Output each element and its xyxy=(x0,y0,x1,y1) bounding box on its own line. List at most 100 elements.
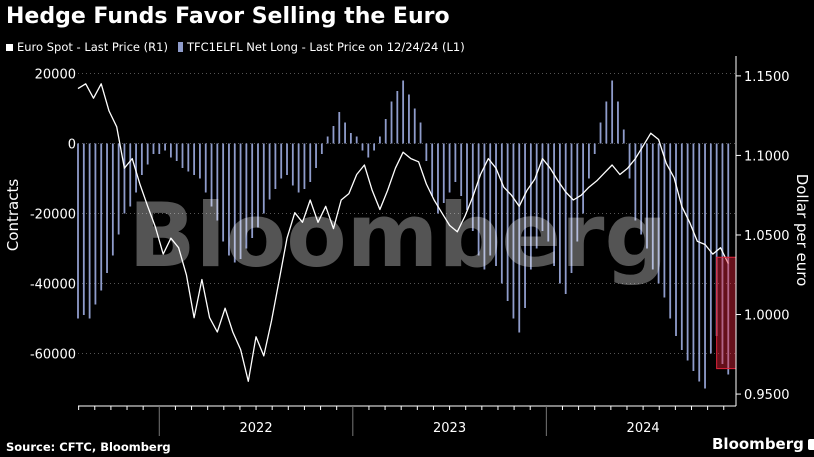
net-long-bar xyxy=(425,143,428,161)
axes xyxy=(78,56,737,407)
net-long-bar xyxy=(286,143,288,175)
net-long-bar xyxy=(709,143,712,354)
net-long-bar xyxy=(268,143,271,200)
net-long-bar xyxy=(466,143,468,210)
net-long-bar xyxy=(582,143,585,214)
legend-item-euro-spot: Euro Spot - Last Price (R1) xyxy=(6,40,168,54)
net-long-bar xyxy=(402,80,405,144)
net-long-bar xyxy=(611,80,614,144)
net-long-bar xyxy=(303,143,306,189)
net-long-bar xyxy=(210,143,213,207)
net-long-bar xyxy=(454,143,457,182)
net-long-bar xyxy=(199,143,201,179)
net-long-bar xyxy=(460,143,463,196)
net-long-bar xyxy=(599,122,602,144)
net-long-bar xyxy=(518,143,521,333)
legend-swatch-net-long xyxy=(177,42,183,52)
net-long-bar xyxy=(111,143,114,256)
net-long-bar xyxy=(431,143,434,196)
left-axis-label: Contracts xyxy=(4,179,22,252)
net-long-bar xyxy=(483,143,486,270)
net-long-bar xyxy=(82,143,85,315)
net-long-bar xyxy=(262,143,265,214)
net-long-bar xyxy=(547,143,550,242)
right-tick-label: 1.1500 xyxy=(744,70,790,85)
net-long-bar xyxy=(541,143,544,231)
net-long-bar xyxy=(570,143,573,273)
x-tick-label: 2023 xyxy=(433,421,466,436)
x-axis-ticks: 2022 2023 2024 xyxy=(78,406,725,436)
net-long-bar xyxy=(257,143,259,228)
net-long-bar xyxy=(576,143,579,242)
net-long-bar xyxy=(698,143,701,382)
left-tick-label: -40000 xyxy=(30,278,76,293)
net-long-bar xyxy=(384,119,387,144)
watermark-text: Bloomberg xyxy=(129,184,668,287)
chart-icon xyxy=(807,438,814,450)
net-long-bar xyxy=(326,136,329,144)
net-long-bar xyxy=(169,143,172,158)
net-long-bar xyxy=(315,143,317,168)
x-tick-label: 2024 xyxy=(627,421,660,436)
net-long-bar xyxy=(187,143,190,172)
net-long-bar xyxy=(140,143,143,175)
net-long-bar xyxy=(692,143,695,371)
net-long-bar xyxy=(448,143,451,193)
net-long-bar xyxy=(100,143,103,291)
net-long-bar xyxy=(193,143,196,175)
net-long-bar xyxy=(280,143,283,179)
net-long-bar xyxy=(222,143,225,242)
right-axis-ticks: 1.1500 1.1000 1.0500 1.0000 0.9500 xyxy=(736,70,790,403)
source-note: Source: CFTC, Bloomberg xyxy=(6,440,171,454)
legend-label-euro-spot: Euro Spot - Last Price (R1) xyxy=(17,40,168,54)
net-long-bar xyxy=(419,122,422,144)
net-long-bar xyxy=(529,143,532,270)
net-long-bar xyxy=(605,101,608,144)
net-long-bar xyxy=(727,143,730,375)
net-long-bar xyxy=(477,143,480,256)
net-long-bar xyxy=(535,143,538,249)
net-long-bar xyxy=(291,143,294,186)
net-long-bar xyxy=(506,143,509,301)
net-long-bar xyxy=(617,101,619,144)
net-long-bar xyxy=(332,126,335,144)
legend-label-net-long: TFC1ELFL Net Long - Last Price on 12/24/… xyxy=(186,40,465,54)
net-long-bar xyxy=(338,112,341,144)
right-tick-label: 1.0500 xyxy=(744,229,790,244)
net-long-bar xyxy=(564,143,567,294)
net-long-bars xyxy=(77,80,730,389)
net-long-bar xyxy=(651,143,654,270)
right-axis-label: Dollar per euro xyxy=(793,174,811,287)
net-long-bar xyxy=(593,143,596,154)
left-tick-label: -60000 xyxy=(30,348,76,363)
left-tick-label: 0 xyxy=(68,138,76,153)
net-long-bar xyxy=(646,143,648,249)
left-tick-label: 20000 xyxy=(35,68,76,83)
right-tick-label: 1.0000 xyxy=(744,309,790,324)
net-long-bar xyxy=(622,129,625,144)
net-long-bar xyxy=(135,143,137,193)
net-long-bar xyxy=(129,143,132,207)
net-long-bar xyxy=(233,143,236,263)
net-long-bar xyxy=(88,143,91,319)
net-long-bar xyxy=(558,143,561,284)
net-long-bar xyxy=(634,143,637,221)
net-long-bar xyxy=(680,143,683,350)
right-tick-label: 1.1000 xyxy=(744,149,790,164)
net-long-bar xyxy=(512,143,515,319)
highlight-box xyxy=(716,256,737,370)
net-long-bar xyxy=(94,143,97,305)
net-long-bar xyxy=(320,143,323,154)
net-long-bar xyxy=(663,143,666,298)
legend-item-net-long: TFC1ELFL Net Long - Last Price on 12/24/… xyxy=(177,40,465,54)
net-long-bar xyxy=(349,133,352,144)
net-long-bar xyxy=(181,143,184,168)
net-long-bar xyxy=(628,143,631,179)
net-long-bar xyxy=(553,143,555,266)
net-long-bar xyxy=(175,143,178,161)
net-long-bar xyxy=(721,143,724,364)
euro-spot-line xyxy=(77,83,729,382)
net-long-bar xyxy=(164,143,166,151)
net-long-bar xyxy=(123,143,126,214)
